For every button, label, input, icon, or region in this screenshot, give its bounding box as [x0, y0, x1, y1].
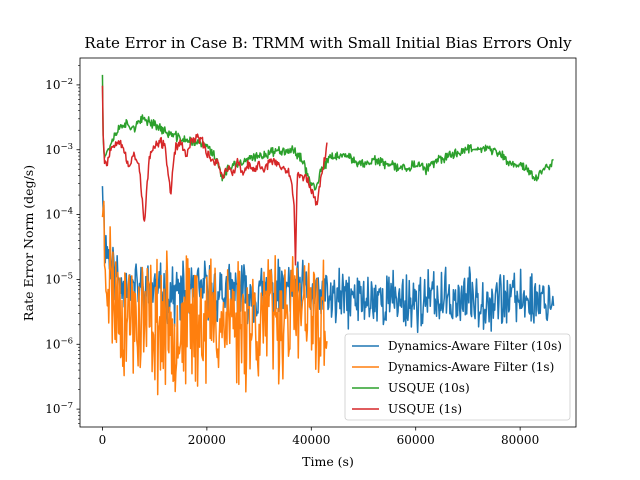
y-axis-label: Rate Error Norm (deg/s): [21, 165, 36, 321]
legend-entry-label: USQUE (10s): [388, 381, 470, 395]
series-line-2: [101, 74, 554, 191]
x-tick-label: 0: [99, 433, 107, 447]
y-tick-label: 10−7: [45, 401, 73, 416]
legend: Dynamics-Aware Filter (10s) Dynamics-Awar…: [344, 333, 571, 421]
plot-series-group: [101, 74, 555, 396]
x-tick-label: 20000: [188, 433, 226, 447]
axes-group: 0 20000 40000 60000 80000 10−7 10−6 10−5 10−4 10−…: [45, 57, 577, 447]
series-line-3: [101, 85, 328, 266]
series-line-1: [101, 200, 328, 396]
y-tick-label: 10−3: [45, 142, 73, 157]
series-line-0: [101, 186, 555, 334]
legend-entry-label: Dynamics-Aware Filter (10s): [388, 339, 562, 353]
y-tick-label: 10−4: [45, 207, 73, 222]
legend-entry-label: Dynamics-Aware Filter (1s): [388, 360, 554, 374]
x-axis-label: Time (s): [302, 454, 354, 469]
x-tick-label: 80000: [501, 433, 539, 447]
x-tick-label: 40000: [292, 433, 330, 447]
y-tick-label: 10−5: [45, 271, 73, 286]
chart-title: Rate Error in Case B: TRMM with Small In…: [84, 34, 572, 52]
legend-box: [344, 333, 571, 421]
x-tick-label: 60000: [397, 433, 435, 447]
plot-frame: [79, 57, 577, 428]
y-tick-label: 10−2: [45, 77, 73, 92]
legend-entry-label: USQUE (1s): [388, 402, 462, 416]
y-tick-label: 10−6: [45, 336, 73, 351]
